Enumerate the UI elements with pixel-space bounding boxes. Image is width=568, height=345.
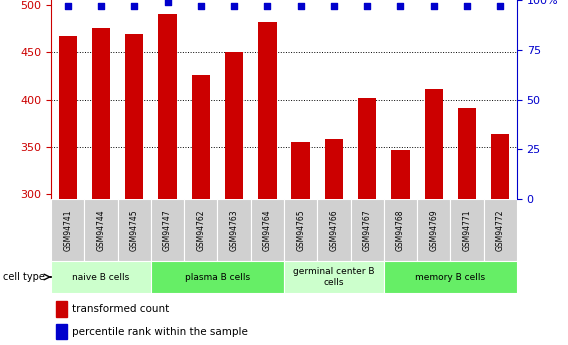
- Text: GSM94744: GSM94744: [97, 209, 106, 251]
- Text: GSM94765: GSM94765: [296, 209, 305, 251]
- Text: GSM94745: GSM94745: [130, 209, 139, 251]
- Point: [429, 3, 438, 9]
- Point: [229, 3, 239, 9]
- Bar: [358, 98, 377, 199]
- Text: GSM94762: GSM94762: [197, 209, 205, 251]
- Bar: [218, 199, 250, 261]
- Text: naive B cells: naive B cells: [72, 273, 130, 282]
- Point: [63, 3, 72, 9]
- Bar: [151, 199, 184, 261]
- Bar: [384, 261, 517, 293]
- Point: [496, 3, 505, 9]
- Bar: [56, 324, 68, 339]
- Text: GSM94772: GSM94772: [496, 209, 505, 251]
- Point: [329, 3, 339, 9]
- Bar: [191, 75, 210, 199]
- Text: GSM94764: GSM94764: [263, 209, 272, 251]
- Bar: [318, 199, 350, 261]
- Text: plasma B cells: plasma B cells: [185, 273, 250, 282]
- Bar: [51, 199, 85, 261]
- Text: GSM94768: GSM94768: [396, 209, 405, 251]
- Bar: [284, 199, 318, 261]
- Bar: [483, 199, 517, 261]
- Bar: [125, 34, 144, 199]
- Bar: [424, 89, 443, 199]
- Text: GSM94767: GSM94767: [363, 209, 371, 251]
- Bar: [59, 36, 77, 199]
- Bar: [250, 199, 284, 261]
- Point: [362, 3, 371, 9]
- Text: cell type: cell type: [3, 272, 48, 282]
- Text: transformed count: transformed count: [72, 304, 169, 314]
- Text: GSM94763: GSM94763: [229, 209, 239, 251]
- Bar: [325, 139, 343, 199]
- Point: [197, 3, 206, 9]
- Bar: [284, 261, 384, 293]
- Bar: [225, 52, 243, 199]
- Point: [163, 0, 172, 5]
- Bar: [85, 199, 118, 261]
- Point: [396, 3, 405, 9]
- Bar: [56, 301, 68, 317]
- Text: percentile rank within the sample: percentile rank within the sample: [72, 327, 248, 337]
- Bar: [118, 199, 151, 261]
- Bar: [384, 199, 417, 261]
- Point: [462, 3, 471, 9]
- Text: memory B cells: memory B cells: [415, 273, 486, 282]
- Text: GSM94747: GSM94747: [163, 209, 172, 251]
- Text: germinal center B
cells: germinal center B cells: [293, 267, 375, 287]
- Bar: [92, 28, 110, 199]
- Bar: [450, 199, 483, 261]
- Point: [296, 3, 305, 9]
- Bar: [391, 150, 410, 199]
- Point: [130, 3, 139, 9]
- Bar: [491, 134, 509, 199]
- Text: GSM94771: GSM94771: [462, 209, 471, 251]
- Bar: [151, 261, 284, 293]
- Text: GSM94766: GSM94766: [329, 209, 339, 251]
- Text: GSM94769: GSM94769: [429, 209, 438, 251]
- Bar: [417, 199, 450, 261]
- Bar: [158, 14, 177, 199]
- Bar: [184, 199, 218, 261]
- Bar: [291, 142, 310, 199]
- Bar: [51, 261, 151, 293]
- Text: GSM94741: GSM94741: [63, 209, 72, 251]
- Bar: [350, 199, 384, 261]
- Bar: [458, 108, 476, 199]
- Point: [97, 3, 106, 9]
- Bar: [258, 22, 277, 199]
- Point: [263, 3, 272, 9]
